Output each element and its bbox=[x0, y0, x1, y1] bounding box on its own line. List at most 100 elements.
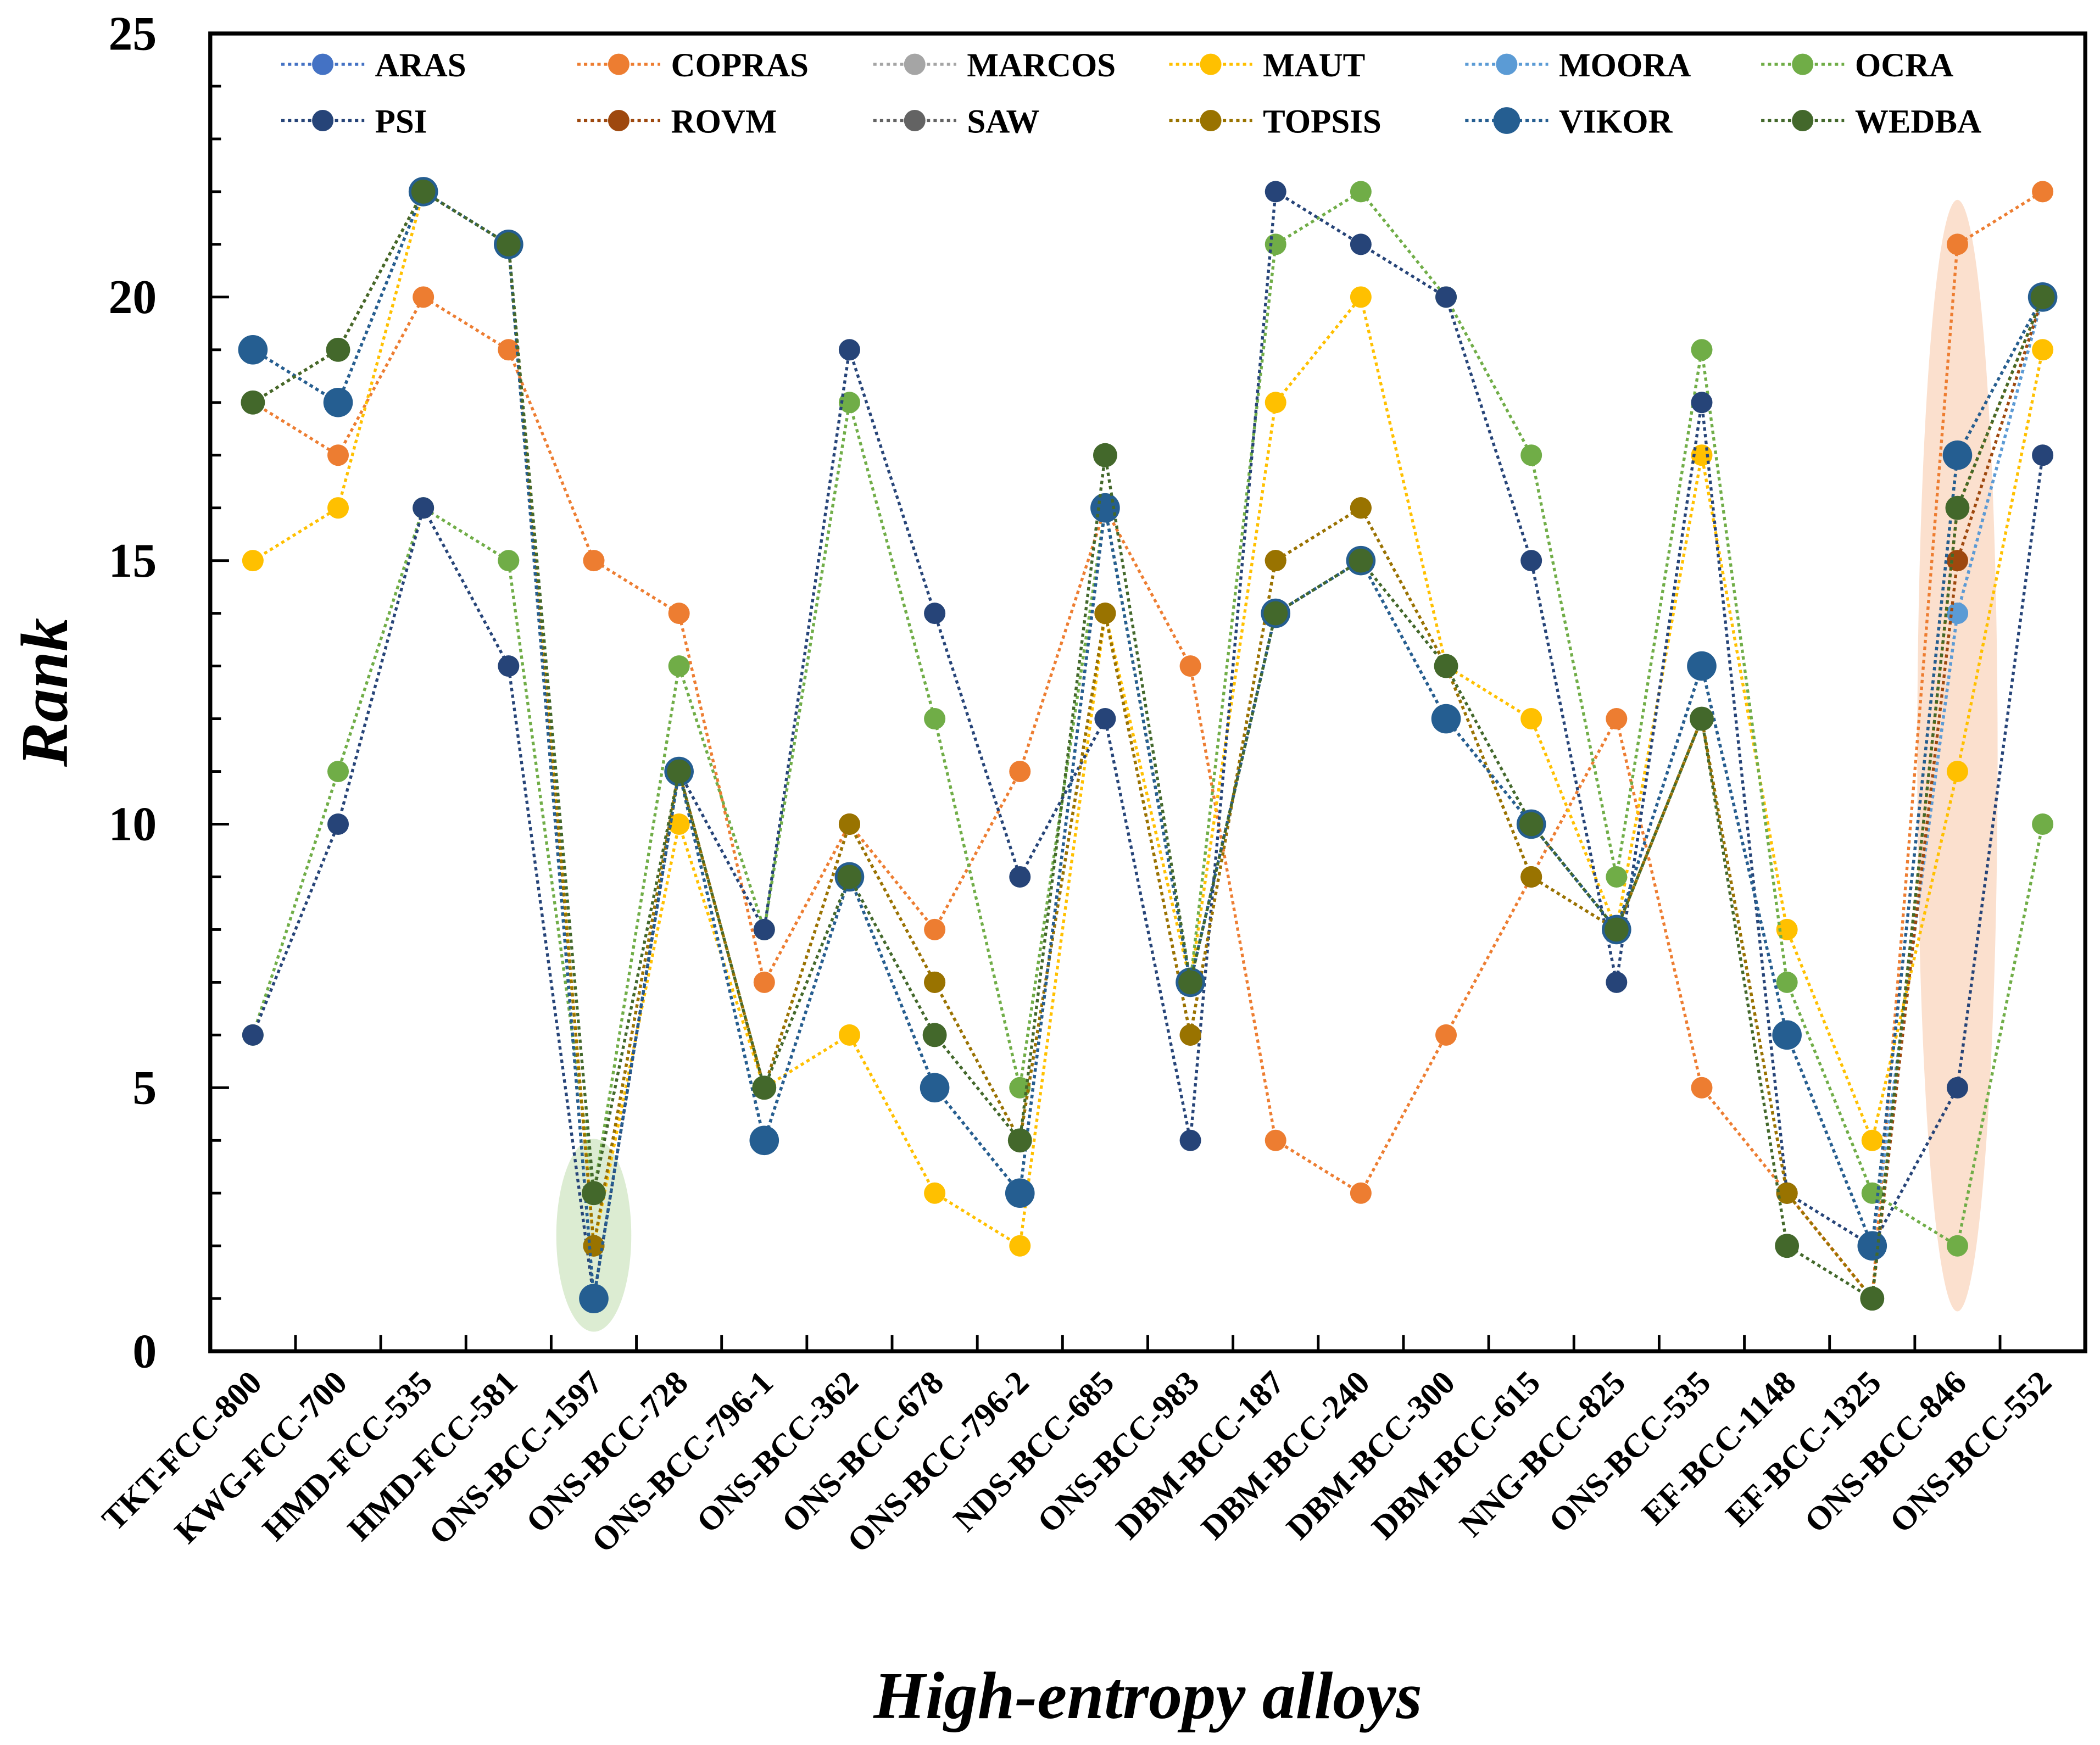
data-point bbox=[1434, 654, 1458, 678]
series-line bbox=[252, 189, 2044, 1299]
data-point bbox=[1691, 392, 1713, 414]
data-point bbox=[326, 337, 350, 362]
data-point bbox=[1775, 1234, 1800, 1258]
series-line bbox=[252, 189, 2045, 1248]
legend-label: MOORA bbox=[1559, 47, 1691, 84]
data-point bbox=[583, 550, 605, 572]
data-point bbox=[924, 918, 946, 940]
data-point bbox=[2032, 813, 2054, 835]
legend-item-ocra: OCRA bbox=[1761, 47, 1953, 84]
data-point bbox=[1431, 704, 1461, 734]
data-point bbox=[1520, 550, 1542, 572]
legend-label: ARAS bbox=[375, 47, 466, 84]
legend-item-psi: PSI bbox=[281, 103, 427, 140]
legend-marker bbox=[312, 53, 334, 75]
data-point bbox=[1179, 1024, 1201, 1046]
data-point bbox=[413, 497, 435, 519]
data-point bbox=[583, 1235, 605, 1257]
data-point bbox=[752, 1075, 777, 1100]
legend-label: OCRA bbox=[1855, 47, 1953, 84]
legend-label: ROVM bbox=[671, 103, 777, 140]
data-point bbox=[1860, 1286, 1885, 1311]
data-point bbox=[1263, 601, 1288, 626]
data-point bbox=[1687, 651, 1717, 681]
data-point bbox=[1435, 286, 1457, 308]
data-point bbox=[582, 1181, 606, 1206]
y-tick-label: 20 bbox=[108, 270, 157, 324]
data-point bbox=[1520, 708, 1542, 730]
data-point bbox=[1178, 970, 1203, 995]
legend-marker bbox=[1792, 109, 1814, 131]
data-point bbox=[920, 1073, 950, 1103]
data-point bbox=[1350, 286, 1372, 308]
data-point bbox=[1265, 392, 1286, 414]
series-psi bbox=[242, 181, 2054, 1309]
data-point bbox=[1265, 1129, 1286, 1151]
highlight-ellipses bbox=[556, 199, 1998, 1332]
legend-marker bbox=[1493, 107, 1520, 134]
data-point bbox=[327, 813, 349, 835]
data-point bbox=[1861, 1129, 1883, 1151]
data-point bbox=[1350, 1182, 1372, 1204]
legend-item-rovm: ROVM bbox=[577, 103, 777, 140]
series-line bbox=[252, 189, 2045, 1299]
x-axis: TKT-FCC-800KWG-FCC-700HMD-FCC-535HMD-FCC… bbox=[95, 1335, 2059, 1560]
data-point bbox=[1691, 339, 1713, 361]
data-point bbox=[838, 1024, 860, 1046]
legend-marker bbox=[608, 53, 630, 75]
data-point bbox=[837, 865, 862, 889]
data-point bbox=[1007, 1128, 1032, 1153]
data-point bbox=[1005, 1178, 1035, 1208]
data-point bbox=[327, 761, 349, 783]
series-line bbox=[252, 189, 2045, 1302]
data-point bbox=[1861, 1182, 1883, 1204]
data-point bbox=[668, 603, 690, 625]
y-tick-label: 5 bbox=[132, 1061, 157, 1114]
legend-label: SAW bbox=[967, 103, 1039, 140]
legend: ARAS COPRAS MARCOS MAUT MOORA OCRA PSI ROVM SAW T… bbox=[281, 47, 1981, 140]
legend-label: MAUT bbox=[1263, 47, 1365, 84]
data-point bbox=[1776, 1182, 1798, 1204]
data-point bbox=[413, 286, 435, 308]
series-line bbox=[252, 189, 2045, 1302]
data-point bbox=[1350, 181, 1372, 203]
data-point bbox=[924, 603, 946, 625]
data-point bbox=[749, 1125, 779, 1156]
y-axis-title: Rank bbox=[8, 618, 82, 767]
data-point bbox=[1946, 233, 1968, 255]
data-point bbox=[1009, 761, 1031, 783]
x-axis-title: High-entropy alloys bbox=[873, 1659, 1422, 1733]
data-point bbox=[1179, 1129, 1201, 1151]
data-point bbox=[1520, 444, 1542, 466]
legend-marker bbox=[312, 109, 334, 131]
data-point bbox=[1350, 233, 1372, 255]
legend-marker bbox=[1496, 53, 1518, 75]
data-point bbox=[496, 232, 521, 257]
data-point bbox=[1942, 440, 1973, 470]
series-line bbox=[252, 189, 2044, 1299]
legend-item-wedba: WEDBA bbox=[1761, 103, 1981, 140]
data-point bbox=[1009, 1235, 1031, 1257]
data-point bbox=[1857, 1231, 1887, 1261]
y-tick-label: 25 bbox=[108, 7, 157, 60]
data-point bbox=[924, 708, 946, 730]
data-point bbox=[2032, 181, 2054, 203]
data-point bbox=[498, 550, 520, 572]
series-line bbox=[251, 189, 2045, 1248]
data-point bbox=[1946, 603, 1968, 625]
data-point bbox=[1520, 866, 1542, 888]
legend-item-saw: SAW bbox=[873, 103, 1039, 140]
data-point bbox=[1606, 708, 1628, 730]
data-point bbox=[1776, 971, 1798, 993]
legend-item-topsis: TOPSIS bbox=[1169, 103, 1382, 140]
y-tick-label: 10 bbox=[108, 798, 157, 851]
data-point bbox=[1090, 493, 1120, 523]
data-point bbox=[1606, 866, 1628, 888]
data-point bbox=[1946, 1077, 1968, 1099]
legend-item-marcos: MARCOS bbox=[873, 47, 1116, 84]
data-point bbox=[838, 392, 860, 414]
data-point bbox=[1093, 443, 1117, 467]
data-point bbox=[1604, 917, 1629, 942]
data-point bbox=[1946, 1235, 1968, 1257]
data-point bbox=[1179, 655, 1201, 677]
